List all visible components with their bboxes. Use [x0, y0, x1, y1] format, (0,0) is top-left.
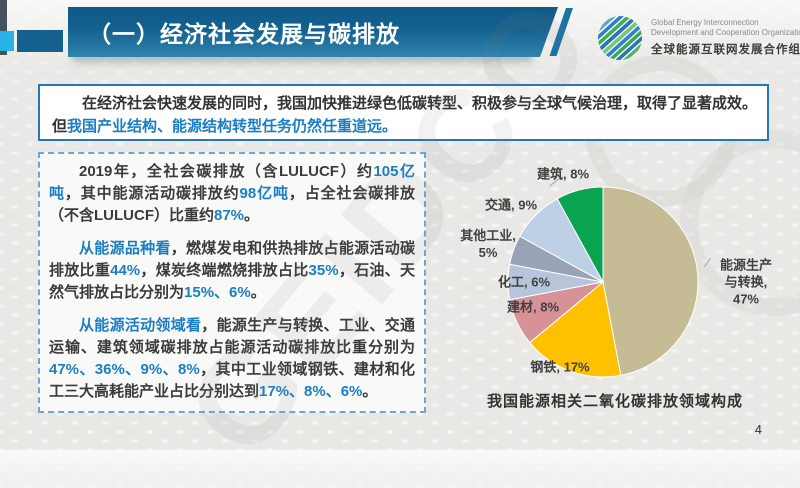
organization-logo: Global Energy Interconnection Developmen… — [588, 6, 800, 70]
statement-line2: 但我国产业结构、能源结构转型任务仍然任重道远。 — [52, 118, 398, 135]
title-bar-shadow — [72, 54, 532, 67]
pie-chart-panel: 能源生产 与转换, 47% 钢铁, 17% 建材, 8% 化工, 6% 其他工业… — [430, 150, 800, 430]
globe-icon — [588, 6, 652, 70]
pie-chart-svg — [507, 186, 699, 378]
statement-emphasis: 我国产业结构、能源结构转型任务仍然任重道远。 — [67, 118, 398, 135]
pie-label-chemical: 化工, 6% — [497, 274, 551, 290]
organization-name-en-line1: Global Energy Interconnection — [651, 18, 759, 27]
statistics-text-panel: 2019年，全社会碳排放（含LULUCF）约105亿吨，其中能源活动碳排放约98… — [38, 152, 426, 413]
header-navy-square — [17, 30, 63, 52]
page-number: 4 — [754, 422, 762, 437]
pie-slice-钢铁 — [529, 281, 622, 378]
pie-label-building: 建筑, 8% — [536, 166, 590, 182]
organization-name: Global Energy Interconnection Developmen… — [651, 15, 800, 57]
paragraph-by-activity-sector: 从能源活动领域看，能源生产与转换、工业、交通运输、建筑领域碳排放占能源活动碳排放… — [49, 317, 415, 400]
organization-name-en-line2: Development and Cooperation Organization — [651, 28, 800, 37]
pie-label-transport: 交通, 9% — [484, 197, 538, 213]
pie-slice-能源生产与转换 — [602, 186, 699, 376]
pie-slice-建筑 — [556, 186, 604, 283]
pie-label-building-materials: 建材, 8% — [506, 299, 560, 315]
page-title: （一）经济社会发展与碳排放 — [88, 21, 400, 47]
pie-label-energy-production: 能源生产 与转换, 47% — [719, 257, 773, 307]
header-cyan-square — [0, 31, 14, 51]
statement-line1: 在经济社会快速发展的同时，我国加快推进绿色低碳转型、积极参与全球气候治理，取得了… — [82, 95, 758, 112]
title-bar: （一）经济社会发展与碳排放 — [68, 7, 558, 57]
chart-caption: 我国能源相关二氧化碳排放领域构成 — [486, 393, 743, 410]
paragraph-total-emissions: 2019年，全社会碳排放（含LULUCF）约105亿吨，其中能源活动碳排放约98… — [49, 163, 416, 224]
paragraph-by-energy-type: 从能源品种看，燃煤发电和供热排放占能源活动碳排放比重44%，煤炭终端燃烧排放占比… — [49, 240, 415, 301]
key-statement-box: 在经济社会快速发展的同时，我国加快推进绿色低碳转型、积极参与全球气候治理，取得了… — [38, 84, 769, 141]
pie-label-other-industry: 其他工业, 5% — [460, 228, 516, 260]
organization-name-cn: 全球能源互联网发展合作组织 — [651, 44, 800, 56]
header-edge-strip — [0, 0, 7, 55]
pie-label-steel: 钢铁, 17% — [530, 359, 590, 375]
